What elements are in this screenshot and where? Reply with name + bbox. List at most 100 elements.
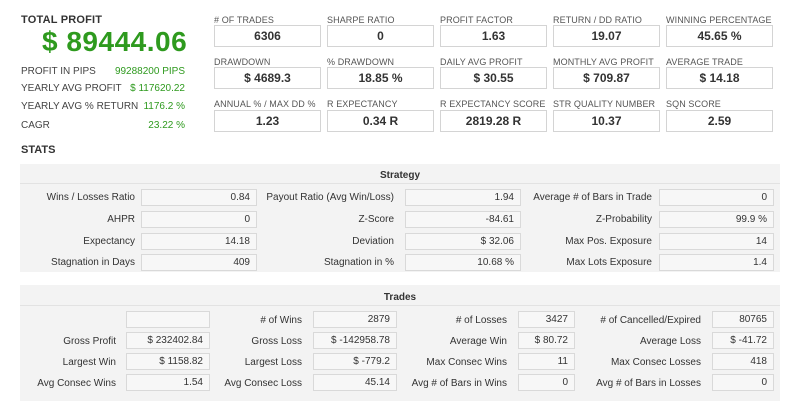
yearly-avg-return-row: YEARLY AVG % RETURN 1176.2 % bbox=[21, 99, 185, 114]
stat-label: Avg # of Bars in Losses bbox=[596, 378, 701, 389]
stat-label: Largest Win bbox=[62, 357, 116, 368]
metric-label: STR QUALITY NUMBER bbox=[553, 99, 656, 109]
stat-value: 3427 bbox=[518, 311, 575, 328]
stat-label: Gross Loss bbox=[251, 336, 302, 347]
stat-label: # of Losses bbox=[455, 315, 507, 326]
metric-value: 19.07 bbox=[553, 25, 660, 47]
yearly-avg-return-label: YEARLY AVG % RETURN bbox=[21, 101, 139, 112]
total-profit-value: $ 89444.06 bbox=[42, 26, 188, 57]
stat-label: Gross Profit bbox=[63, 336, 116, 347]
metric-value: $ 4689.3 bbox=[214, 67, 321, 89]
stat-label: Max Lots Exposure bbox=[566, 257, 652, 268]
stat-value: 418 bbox=[712, 353, 774, 370]
metric-label: % DRAWDOWN bbox=[327, 57, 395, 67]
stat-value: 1.4 bbox=[659, 254, 774, 271]
stat-value: 0 bbox=[141, 211, 257, 228]
yearly-avg-profit-label: YEARLY AVG PROFIT bbox=[21, 83, 122, 94]
metric-label: RETURN / DD RATIO bbox=[553, 15, 643, 25]
stat-value: 409 bbox=[141, 254, 257, 271]
metric-label: R EXPECTANCY bbox=[327, 99, 398, 109]
stat-value: 2879 bbox=[313, 311, 397, 328]
stat-value: 99.9 % bbox=[659, 211, 774, 228]
metric-value: 18.85 % bbox=[327, 67, 434, 89]
stat-value: $ 32.06 bbox=[405, 233, 521, 250]
metric-value: $ 709.87 bbox=[553, 67, 660, 89]
stat-label: Z-Score bbox=[358, 214, 394, 225]
stat-value: 0 bbox=[712, 374, 774, 391]
stat-label: Wins / Losses Ratio bbox=[46, 192, 135, 203]
metric-value: 2819.28 R bbox=[440, 110, 547, 132]
metric-value: 0.34 R bbox=[327, 110, 434, 132]
strategy-divider bbox=[20, 183, 780, 184]
stat-value: 0 bbox=[518, 374, 575, 391]
strategy-title: Strategy bbox=[379, 170, 420, 181]
cagr-row: CAGR 23.22 % bbox=[21, 118, 185, 133]
yearly-avg-profit-value: $ 117620.22 bbox=[130, 83, 185, 94]
stat-value: $ 80.72 bbox=[518, 332, 575, 349]
stat-value: $ -779.2 bbox=[313, 353, 397, 370]
metric-label: MONTHLY AVG PROFIT bbox=[553, 57, 654, 67]
stat-label: # of Cancelled/Expired bbox=[600, 315, 701, 326]
stat-label: Average # of Bars in Trade bbox=[533, 192, 652, 203]
profit-in-pips-value: 99288200 PIPS bbox=[114, 66, 185, 77]
metric-label: DRAWDOWN bbox=[214, 57, 271, 67]
total-profit-title: TOTAL PROFIT bbox=[21, 14, 103, 26]
stat-value: 0 bbox=[659, 189, 774, 206]
stat-value: 10.68 % bbox=[405, 254, 521, 271]
metric-label: SHARPE RATIO bbox=[327, 15, 395, 25]
stat-label: Avg Consec Wins bbox=[37, 378, 116, 389]
trades-title: Trades bbox=[383, 292, 417, 303]
cagr-value: 23.22 % bbox=[148, 120, 185, 131]
metric-value: 1.63 bbox=[440, 25, 547, 47]
stat-label: # of Wins bbox=[260, 315, 302, 326]
yearly-avg-profit-row: YEARLY AVG PROFIT $ 117620.22 bbox=[21, 81, 185, 96]
stat-label: Payout Ratio (Avg Win/Loss) bbox=[266, 192, 394, 203]
yearly-avg-return-value: 1176.2 % bbox=[143, 101, 185, 112]
stat-label: Expectancy bbox=[83, 236, 135, 247]
metric-label: DAILY AVG PROFIT bbox=[440, 57, 523, 67]
stat-value: 1.54 bbox=[126, 374, 210, 391]
metric-value: 10.37 bbox=[553, 110, 660, 132]
metric-value: $ 14.18 bbox=[666, 67, 773, 89]
stat-label: AHPR bbox=[107, 214, 135, 225]
metric-value: $ 30.55 bbox=[440, 67, 547, 89]
stats-title: STATS bbox=[21, 144, 56, 156]
stat-label: Stagnation in Days bbox=[51, 257, 135, 268]
stat-label: Stagnation in % bbox=[323, 257, 394, 268]
metric-value: 0 bbox=[327, 25, 434, 47]
stat-label: Avg Consec Loss bbox=[224, 378, 302, 389]
metric-value: 6306 bbox=[214, 25, 321, 47]
metric-label: R EXPECTANCY SCORE bbox=[440, 99, 546, 109]
stat-value: 1.94 bbox=[405, 189, 521, 206]
metric-label: WINNING PERCENTAGE bbox=[666, 15, 772, 25]
stat-value: 11 bbox=[518, 353, 575, 370]
stat-label: Largest Loss bbox=[244, 357, 302, 368]
metric-label: AVERAGE TRADE bbox=[666, 57, 743, 67]
metric-label: # OF TRADES bbox=[214, 15, 274, 25]
stat-value: 45.14 bbox=[313, 374, 397, 391]
stat-label: Average Loss bbox=[640, 336, 701, 347]
stat-label: Deviation bbox=[352, 236, 394, 247]
cagr-label: CAGR bbox=[21, 120, 50, 131]
stat-value: $ 1158.82 bbox=[126, 353, 210, 370]
metric-value: 1.23 bbox=[214, 110, 321, 132]
trades-divider bbox=[20, 305, 780, 306]
metric-label: SQN SCORE bbox=[666, 99, 721, 109]
metric-label: PROFIT FACTOR bbox=[440, 15, 513, 25]
stat-value: 14.18 bbox=[141, 233, 257, 250]
stat-value: -84.61 bbox=[405, 211, 521, 228]
stat-label: Max Consec Losses bbox=[610, 357, 701, 368]
stat-value: $ -142958.78 bbox=[313, 332, 397, 349]
metric-value: 2.59 bbox=[666, 110, 773, 132]
profit-in-pips-label: PROFIT IN PIPS bbox=[21, 66, 96, 77]
metric-value: 45.65 % bbox=[666, 25, 773, 47]
stat-label: Avg # of Bars in Wins bbox=[411, 378, 507, 389]
stat-label: Average Win bbox=[449, 336, 507, 347]
metric-label: ANNUAL % / MAX DD % bbox=[214, 99, 316, 109]
stat-value: $ -41.72 bbox=[712, 332, 774, 349]
stat-value bbox=[126, 311, 210, 328]
stat-value: 0.84 bbox=[141, 189, 257, 206]
stat-value: 80765 bbox=[712, 311, 774, 328]
stat-value: $ 232402.84 bbox=[126, 332, 210, 349]
stat-value: 14 bbox=[659, 233, 774, 250]
